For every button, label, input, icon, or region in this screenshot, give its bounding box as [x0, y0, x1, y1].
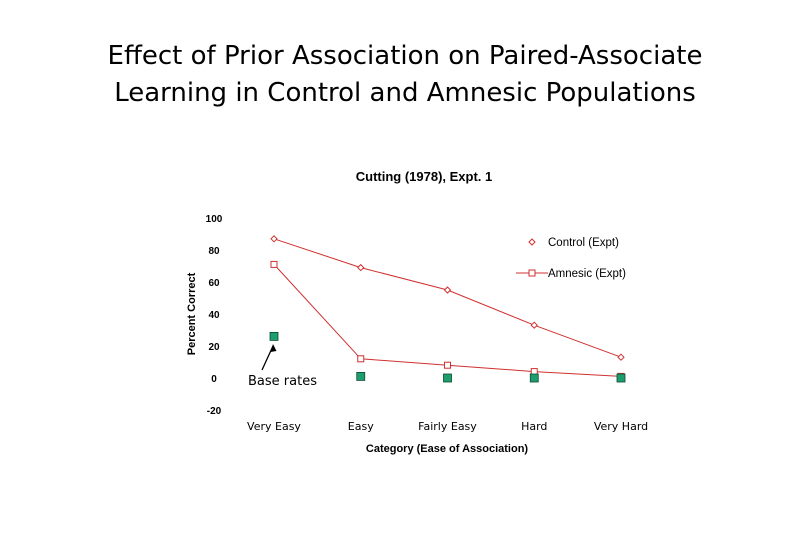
x-tick-labels: Very Easy Easy Fairly Easy Hard Very Hard: [247, 420, 648, 433]
data-point: [357, 355, 365, 363]
data-point: [444, 361, 451, 369]
series-2: [269, 331, 626, 383]
legend-marker: [528, 238, 536, 246]
base-rates-label: Base rates: [248, 374, 317, 389]
y-tick-label: 0: [211, 374, 217, 385]
base-rates-arrowhead: [270, 344, 277, 352]
x-axis-label: Category (Ease of Association): [366, 443, 529, 455]
data-point: [270, 260, 278, 268]
y-tick-label: 80: [208, 246, 220, 257]
x-tick-label: Hard: [521, 420, 547, 433]
legend-marker: [528, 269, 536, 277]
slide-title-line-2: Learning in Control and Amnesic Populati…: [114, 78, 696, 108]
data-point: [616, 373, 626, 383]
y-tick-label: 60: [208, 278, 220, 289]
slide-title: Effect of Prior Association on Paired-As…: [0, 38, 810, 112]
legend: Control (Expt) Amnesic (Expt): [516, 237, 626, 280]
data-point: [357, 263, 365, 272]
series-0: [270, 235, 625, 361]
legend-label: Control (Expt): [548, 237, 619, 249]
series-layer: [269, 235, 626, 383]
data-point: [443, 373, 452, 383]
y-tick-label: 20: [208, 342, 220, 353]
y-tick-label: 40: [208, 310, 220, 321]
x-tick-label: Very Hard: [594, 420, 648, 433]
chart-title: Cutting (1978), Expt. 1: [356, 169, 493, 184]
base-rates-annotation: Base rates: [248, 344, 317, 389]
data-point: [617, 353, 625, 361]
data-point: [530, 321, 538, 329]
data-point: [443, 286, 452, 294]
data-point: [529, 373, 539, 383]
slide-title-line-1: Effect of Prior Association on Paired-As…: [107, 41, 703, 71]
series-line: [273, 238, 622, 358]
data-point: [270, 235, 278, 243]
x-tick-label: Easy: [348, 420, 374, 433]
y-tick-labels: -20 0 20 40 60 80 100: [206, 214, 223, 417]
y-tick-label: 100: [206, 214, 223, 225]
legend-label: Amnesic (Expt): [548, 268, 626, 280]
y-axis-label: Percent Correct: [186, 272, 198, 355]
y-tick-label: -20: [207, 406, 222, 417]
series-line: [273, 264, 622, 377]
data-point: [356, 371, 366, 381]
x-tick-label: Very Easy: [247, 420, 301, 433]
data-point: [269, 331, 279, 341]
x-tick-label: Fairly Easy: [418, 420, 477, 433]
